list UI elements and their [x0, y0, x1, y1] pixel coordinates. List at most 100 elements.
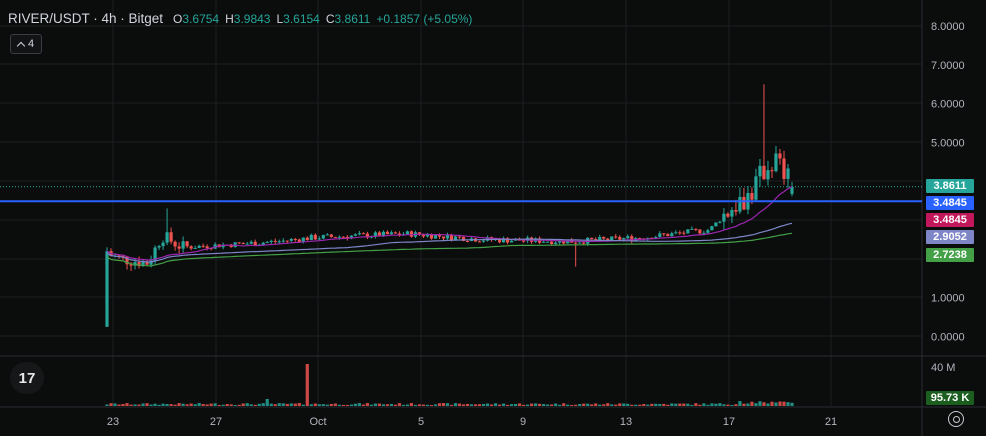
- candle-body: [301, 237, 305, 242]
- price-axis-tag: 3.4845: [926, 196, 974, 210]
- volume-bar: [686, 403, 690, 406]
- volume-bar: [582, 403, 586, 406]
- candle-body: [666, 234, 670, 237]
- candle-body: [273, 240, 277, 242]
- candle-body: [598, 237, 602, 241]
- volume-bar: [125, 403, 129, 406]
- candle-body: [682, 232, 686, 234]
- candle-body: [461, 237, 466, 241]
- volume-bar: [445, 403, 450, 406]
- indicators-toggle-button[interactable]: 4: [10, 34, 42, 54]
- volume-bar: [437, 403, 442, 406]
- tradingview-logo[interactable]: 17: [10, 362, 44, 394]
- volume-bar: [473, 404, 478, 406]
- candle-body: [153, 247, 157, 261]
- volume-bar: [646, 404, 650, 406]
- volume-bar: [530, 403, 534, 406]
- volume-bar: [694, 403, 698, 406]
- candle-body: [782, 158, 786, 179]
- time-tick-label: 9: [520, 416, 526, 428]
- volume-bar: [201, 404, 205, 406]
- volume-bar: [501, 403, 506, 406]
- high-value: 3.9843: [233, 12, 271, 26]
- candle-body: [277, 241, 281, 243]
- volume-bar: [385, 404, 390, 406]
- candle-body: [169, 232, 173, 242]
- volume-bar: [734, 404, 738, 406]
- volume-bar: [249, 404, 253, 406]
- candle-body: [181, 241, 185, 249]
- symbol-title[interactable]: RIVER/USDT · 4h · Bitget: [8, 11, 164, 26]
- time-tick-label: 23: [107, 416, 119, 428]
- candle-body: [465, 240, 470, 242]
- volume-bar: [702, 403, 706, 406]
- volume-bar: [554, 403, 558, 406]
- volume-bar: [185, 404, 189, 406]
- volume-bar: [137, 404, 141, 406]
- candle-body: [578, 242, 582, 244]
- volume-bar: [229, 404, 233, 406]
- candle-body: [774, 153, 778, 172]
- candle-body: [718, 221, 722, 223]
- volume-bar: [497, 404, 502, 406]
- volume-bar: [610, 404, 614, 406]
- candle-body: [790, 186, 794, 194]
- candle-body: [341, 236, 345, 238]
- candle-body: [361, 233, 365, 235]
- candle-body: [582, 242, 586, 244]
- volume-bar: [349, 404, 353, 406]
- volume-bar: [245, 403, 249, 406]
- low-label: L: [276, 12, 284, 26]
- volume-bar: [750, 401, 754, 406]
- indicator-count: 4: [27, 38, 35, 50]
- volume-bar: [145, 403, 149, 406]
- candle-body: [602, 237, 606, 239]
- volume-bar: [714, 403, 718, 406]
- volume-bar: [369, 404, 373, 406]
- low-value: 3.6154: [283, 12, 320, 26]
- high-label: H: [225, 12, 234, 26]
- volume-bar: [586, 403, 590, 406]
- volume-bar: [205, 404, 209, 406]
- gear-icon[interactable]: [948, 411, 964, 427]
- volume-bar: [313, 403, 317, 406]
- candle-body: [630, 236, 634, 241]
- time-tick-label: 27: [210, 416, 222, 428]
- volume-bar: [666, 404, 670, 406]
- candle-body: [433, 235, 438, 239]
- volume-bar: [397, 403, 402, 406]
- volume-bar: [133, 404, 137, 406]
- candle-body: [686, 229, 690, 234]
- volume-bar: [209, 403, 213, 406]
- candle-body: [662, 233, 666, 235]
- candle-body: [429, 234, 434, 239]
- volume-bar: [650, 403, 654, 406]
- volume-bar: [606, 403, 610, 406]
- candle-body: [566, 240, 570, 244]
- candle-body: [750, 193, 754, 200]
- candle-body: [389, 232, 394, 235]
- volume-bar: [141, 403, 145, 406]
- candle-body: [145, 261, 149, 265]
- volume-bar: [409, 403, 414, 406]
- volume-bar: [429, 404, 434, 406]
- volume-bar: [317, 404, 321, 406]
- volume-bar: [489, 404, 494, 406]
- volume-bar: [481, 403, 486, 406]
- volume-bar: [542, 404, 546, 406]
- volume-bar: [638, 404, 642, 406]
- volume-bar: [742, 403, 746, 406]
- price-tick-label: 7.0000: [931, 60, 965, 72]
- volume-bar: [658, 403, 662, 406]
- candle-body: [317, 238, 321, 240]
- volume-bar: [754, 403, 758, 406]
- volume-bar: [730, 404, 734, 406]
- candle-body: [786, 168, 790, 179]
- candle-body: [189, 246, 193, 249]
- volume-tick-label: 40 M: [931, 362, 955, 374]
- volume-bar: [217, 404, 221, 406]
- volume-axis-tag: 95.73 K: [926, 391, 974, 405]
- candle-body: [309, 234, 313, 241]
